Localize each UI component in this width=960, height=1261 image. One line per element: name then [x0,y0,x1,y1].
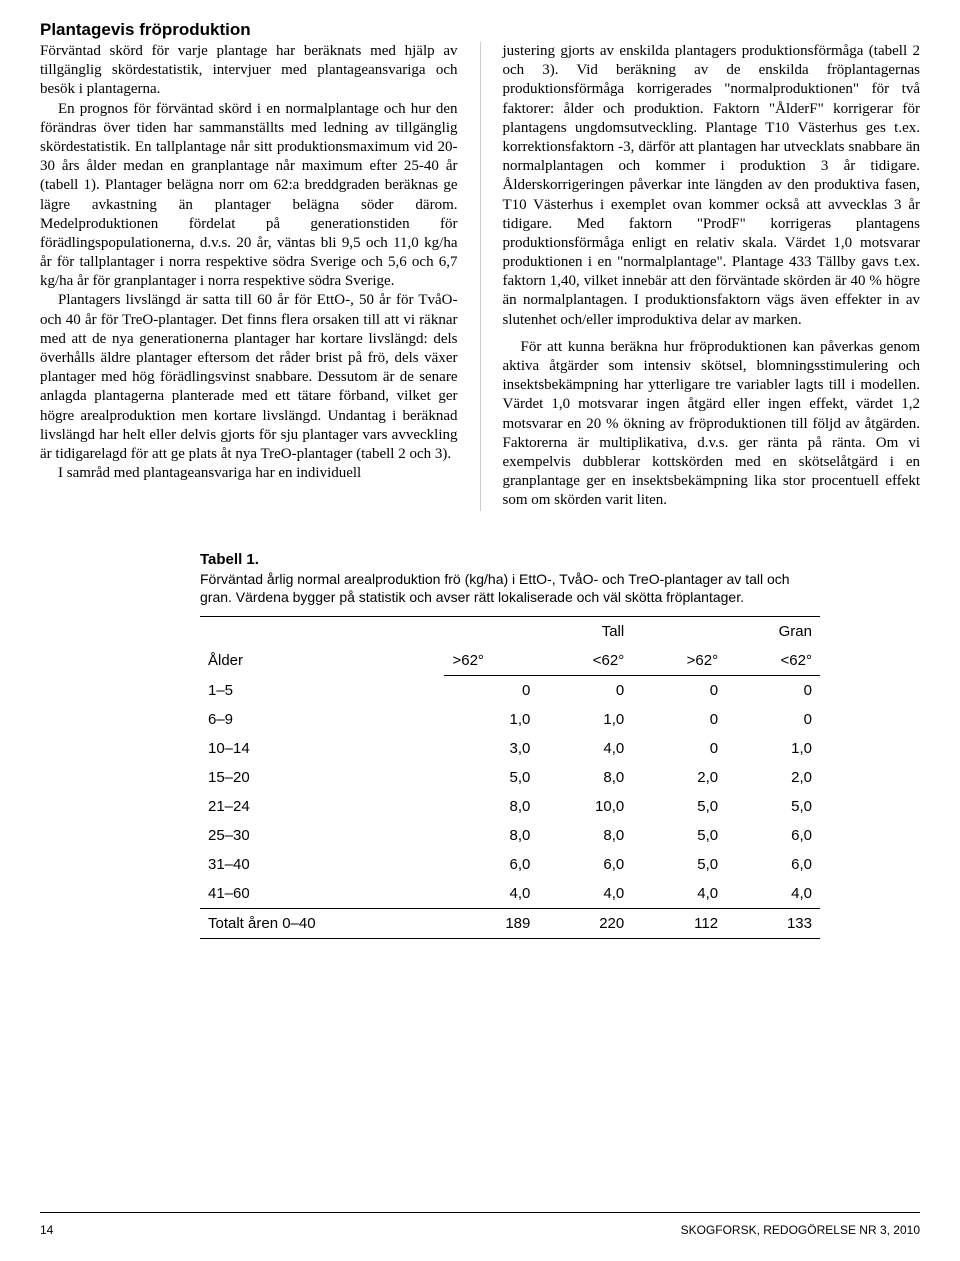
table-cell: 4,0 [444,879,538,909]
table-cell: 8,0 [444,821,538,850]
group-header-gran: Gran [779,623,812,640]
total-cell: 220 [538,908,632,938]
total-label: Totalt åren 0–40 [200,908,444,938]
table-cell: 3,0 [444,734,538,763]
table-cell: 4,0 [538,879,632,909]
table-cell: 8,0 [538,821,632,850]
table-cell: 10–14 [200,734,444,763]
table-caption: Förväntad årlig normal arealproduktion f… [200,570,820,606]
table-cell: 5,0 [632,792,726,821]
table-cell: 21–24 [200,792,444,821]
paragraph: Förväntad skörd för varje plantage har b… [40,42,458,100]
table-cell: 2,0 [726,763,820,792]
table-cell: 4,0 [726,879,820,909]
table-container: Tabell 1. Förväntad årlig normal arealpr… [200,551,820,939]
paragraph: För att kunna beräkna hur fröproduktione… [503,338,921,511]
sub-header: <62° [726,646,820,676]
table-cell: 0 [726,705,820,734]
table-cell: 1,0 [726,734,820,763]
paragraph: Plantagers livslängd är satta till 60 år… [40,291,458,464]
paragraph: En prognos för förväntad skörd i en norm… [40,100,458,292]
table-cell: 8,0 [538,763,632,792]
table-cell: 6,0 [726,821,820,850]
table-cell: 2,0 [632,763,726,792]
table-cell: 0 [632,734,726,763]
sub-header: >62° [632,646,726,676]
sub-header: >62° [444,646,538,676]
table-cell: 0 [444,675,538,705]
table-cell: 1,0 [444,705,538,734]
total-cell: 189 [444,908,538,938]
paragraph: I samråd med plantageansvariga har en in… [40,464,458,483]
table-cell: 1–5 [200,675,444,705]
production-table: Ålder Tall Gran >62° <62° >62° <62° 1–50… [200,616,820,939]
left-column: Förväntad skörd för varje plantage har b… [40,42,458,511]
footer-rule [40,1212,920,1213]
table-cell: 10,0 [538,792,632,821]
table-cell: 6,0 [726,850,820,879]
table-cell: 15–20 [200,763,444,792]
page-number: 14 [40,1223,53,1237]
section-heading: Plantagevis fröproduktion [40,20,920,40]
total-cell: 112 [632,908,726,938]
table-cell: 0 [632,705,726,734]
table-cell: 0 [538,675,632,705]
sub-header: <62° [538,646,632,676]
table-cell: 5,0 [444,763,538,792]
right-column: justering gjorts av enskilda plantagers … [503,42,921,511]
age-column-header: Ålder [200,616,444,675]
table-cell: 6,0 [538,850,632,879]
table-cell: 0 [632,675,726,705]
publication-info: SKOGFORSK, REDOGÖRELSE NR 3, 2010 [681,1223,920,1237]
table-cell: 0 [726,675,820,705]
table-cell: 1,0 [538,705,632,734]
table-cell: 4,0 [538,734,632,763]
page-footer: 14 SKOGFORSK, REDOGÖRELSE NR 3, 2010 [40,1223,920,1237]
table-cell: 6–9 [200,705,444,734]
two-column-text: Förväntad skörd för varje plantage har b… [40,42,920,511]
table-cell: 41–60 [200,879,444,909]
table-cell: 5,0 [726,792,820,821]
table-cell: 8,0 [444,792,538,821]
paragraph: justering gjorts av enskilda plantagers … [503,42,921,330]
table-cell: 31–40 [200,850,444,879]
table-cell: 5,0 [632,850,726,879]
table-title: Tabell 1. [200,551,820,568]
table-cell: 6,0 [444,850,538,879]
table-cell: 25–30 [200,821,444,850]
group-header-tall: Tall [602,623,625,640]
table-cell: 4,0 [632,879,726,909]
total-cell: 133 [726,908,820,938]
column-divider [480,42,481,511]
table-cell: 5,0 [632,821,726,850]
